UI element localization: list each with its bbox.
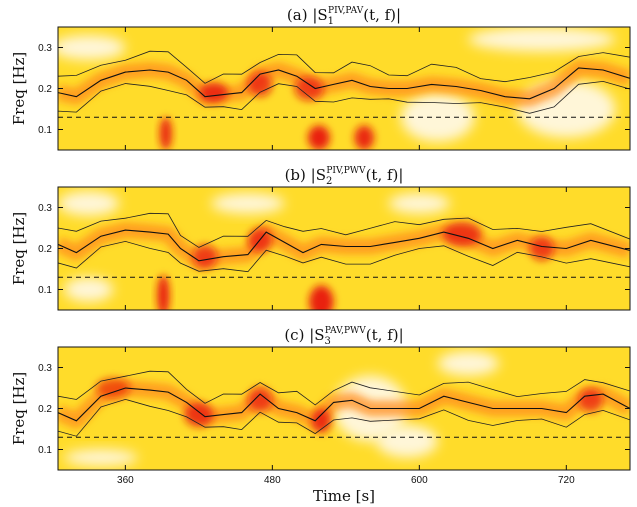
hotspot xyxy=(198,82,229,103)
y-axis-label: Freq [Hz] xyxy=(10,212,28,286)
hotspot xyxy=(247,388,273,413)
low-magnitude-region xyxy=(437,351,499,376)
panel-b: 0.1 0.2 0.3 Freq [Hz] (b) |S2PIV,PWV(t, f)| xyxy=(10,166,631,311)
y-tick-label: 0.1 xyxy=(38,125,52,136)
y-tick-label: 0.2 xyxy=(38,84,52,95)
ridge-line xyxy=(58,67,630,100)
low-magnitude-region xyxy=(517,80,616,138)
y-axis-label: Freq [Hz] xyxy=(10,372,28,446)
panel-c: 0.1 0.2 0.3 360 480 600 720 Freq [Hz] (c) |S3PAV… xyxy=(10,326,631,505)
hotspot xyxy=(157,275,170,310)
y-tick-label: 0.1 xyxy=(38,285,52,296)
ridge-line xyxy=(58,387,630,422)
y-axis-label: Freq [Hz] xyxy=(10,52,28,126)
panel-title: (b) |S2PIV,PWV(t, f)| xyxy=(285,166,404,187)
heatmap xyxy=(58,347,630,470)
hotspot xyxy=(192,244,218,269)
heatmap xyxy=(58,27,630,150)
contour-upper xyxy=(58,212,630,248)
x-tick-label: 720 xyxy=(558,475,575,486)
y-tick-label: 0.3 xyxy=(38,43,52,54)
hotspot xyxy=(307,125,330,150)
contour-upper xyxy=(58,50,630,84)
low-magnitude-region xyxy=(64,277,114,302)
x-tick-label: 360 xyxy=(117,475,134,486)
heatmap xyxy=(58,187,630,310)
low-magnitude-region xyxy=(376,424,438,458)
y-tick-label: 0.2 xyxy=(38,244,52,255)
hotspot xyxy=(184,402,214,427)
y-tick-label: 0.1 xyxy=(38,445,52,456)
y-tick-label: 0.3 xyxy=(38,363,52,374)
contour-lower xyxy=(58,240,630,273)
panel-a: 0.1 0.2 0.3 Freq [Hz] (a) |S1PIV,PAV(t, f)| xyxy=(10,6,631,151)
low-magnitude-region xyxy=(64,449,138,466)
low-magnitude-region xyxy=(468,27,616,52)
contour-lower xyxy=(58,80,630,114)
hotspot xyxy=(578,388,604,413)
contour-lower xyxy=(58,398,630,437)
hotspot xyxy=(309,285,334,310)
low-magnitude-region xyxy=(211,193,285,214)
hotspot xyxy=(311,408,332,434)
hotspot xyxy=(159,117,172,150)
hotspot xyxy=(442,221,482,247)
panel-title: (a) |S1PIV,PAV(t, f)| xyxy=(287,6,401,27)
hotspot xyxy=(529,236,555,261)
x-tick-label: 600 xyxy=(411,475,428,486)
low-magnitude-region xyxy=(58,35,126,60)
contour-upper xyxy=(58,370,630,406)
y-tick-label: 0.3 xyxy=(38,203,52,214)
hotspot xyxy=(294,76,324,101)
ridge-line xyxy=(58,229,630,262)
x-axis-label: Time [s] xyxy=(313,487,375,505)
hotspot xyxy=(95,377,131,399)
y-tick-label: 0.2 xyxy=(38,404,52,415)
panel-title: (c) |S3PAV,PWV(t, f)| xyxy=(284,326,403,347)
low-magnitude-region xyxy=(58,191,120,216)
hotspot xyxy=(354,125,375,150)
low-magnitude-region xyxy=(388,193,450,214)
x-tick-label: 480 xyxy=(264,475,281,486)
hotspot xyxy=(247,72,273,97)
